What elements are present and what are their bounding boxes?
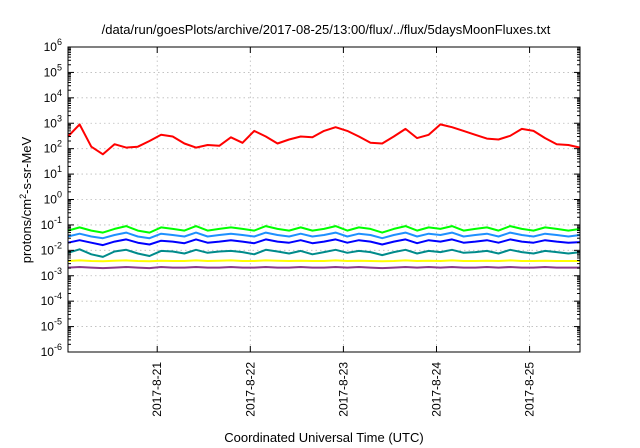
series-line-5 [67, 248, 581, 258]
x-tick-label: 2017-8-25 [523, 362, 537, 417]
y-tick-label: 100 [44, 190, 62, 207]
grid-layer [68, 47, 580, 352]
y-tick-label: 10-4 [41, 291, 62, 308]
y-tick-label: 101 [44, 164, 62, 181]
y-tick-label: 104 [44, 88, 62, 105]
series-line-2 [67, 225, 581, 234]
y-tick-label: 102 [44, 139, 62, 156]
y-tick-label: 105 [44, 62, 62, 79]
series-line-1 [67, 123, 581, 156]
series-layer [67, 123, 581, 270]
x-tick-label: 2017-8-21 [150, 362, 164, 417]
y-tick-label: 10-6 [41, 342, 62, 359]
series-line-6 [67, 259, 580, 263]
x-axis-title: Coordinated Universal Time (UTC) [224, 430, 423, 445]
x-tick-label: 2017-8-24 [429, 362, 443, 417]
y-tick-label: 103 [44, 113, 62, 130]
tick-layer: 10-6 10-5 10-4 10-3 10-2 10-1 100 101 102 103 104 1… [41, 37, 580, 417]
series-line-4 [67, 238, 581, 247]
series-line-7 [67, 266, 580, 270]
y-tick-label: 106 [44, 37, 62, 54]
y-tick-label: 10-1 [41, 215, 62, 232]
y-tick-label: 10-3 [41, 266, 62, 283]
x-tick-label: 2017-8-22 [243, 362, 257, 417]
y-tick-label: 10-2 [41, 240, 62, 257]
x-tick-label: 2017-8-23 [336, 362, 350, 417]
series-line-3 [67, 231, 581, 240]
chart-title: /data/run/goesPlots/archive/2017-08-25/1… [102, 22, 551, 37]
y-axis-title: protons/cm2-s-sr-MeV [18, 136, 34, 263]
y-tick-label: 10-5 [41, 317, 62, 334]
